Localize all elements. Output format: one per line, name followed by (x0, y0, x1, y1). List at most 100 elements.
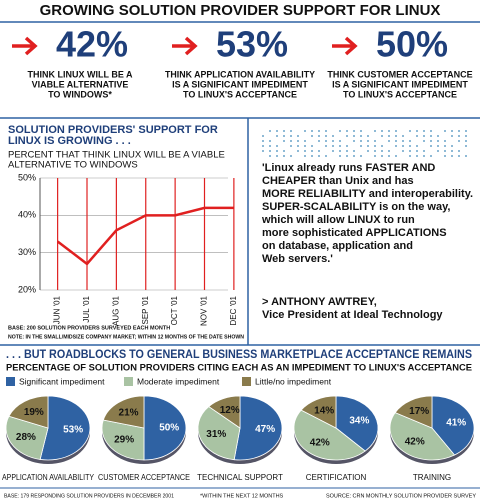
dot (269, 145, 271, 147)
dot (374, 140, 376, 142)
dot (444, 145, 446, 147)
dot (437, 150, 439, 152)
dot (276, 145, 278, 147)
slice-label: 12% (220, 405, 240, 416)
dot (402, 150, 404, 152)
slice-label: 29% (114, 434, 134, 445)
legend-label: Moderate impediment (137, 376, 220, 386)
dot (311, 130, 313, 132)
dot (423, 130, 425, 132)
dot (423, 135, 425, 137)
dot (283, 150, 285, 152)
dot (318, 150, 320, 152)
dot (276, 150, 278, 152)
dot (409, 155, 411, 157)
dot (290, 145, 292, 147)
dot (304, 130, 306, 132)
pie-slice (300, 395, 337, 429)
dot (325, 145, 327, 147)
dot (409, 150, 411, 152)
dot (458, 150, 460, 152)
dot (297, 150, 299, 152)
dot (360, 155, 362, 157)
dot (416, 155, 418, 157)
dot (395, 135, 397, 137)
dot (339, 140, 341, 142)
dot (388, 155, 390, 157)
dot (276, 155, 278, 157)
dot (381, 150, 383, 152)
pie-slice (102, 395, 145, 429)
dot (353, 150, 355, 152)
dot (381, 155, 383, 157)
pie-slice (389, 412, 456, 461)
dot (325, 135, 327, 137)
dot (290, 135, 292, 137)
arrow-icon (12, 36, 38, 56)
pie-slice (197, 406, 241, 461)
quote-line: more sophisticated APPLICATIONS (262, 227, 447, 239)
dot (353, 140, 355, 142)
dot (262, 150, 264, 152)
slice-label: 47% (255, 424, 275, 435)
dot (318, 130, 320, 132)
dot (423, 155, 425, 157)
slice-label: 28% (16, 432, 36, 443)
dot (388, 135, 390, 137)
slice-label: 53% (63, 424, 83, 435)
stat-value: 50% (376, 24, 448, 65)
dot (318, 135, 320, 137)
dot (332, 145, 334, 147)
dot (465, 130, 467, 132)
dot (332, 135, 334, 137)
quote-line: which will allow LINUX to run (261, 214, 415, 226)
slice-label: 34% (349, 415, 369, 426)
stat-caption: TO WINDOWS* (48, 89, 112, 99)
dot (332, 140, 334, 142)
dot (360, 130, 362, 132)
stat-value: 53% (216, 24, 288, 65)
dot (451, 130, 453, 132)
pie-slice (39, 395, 91, 461)
y-tick-label: 40% (18, 210, 36, 220)
dot (269, 130, 271, 132)
dot (353, 135, 355, 137)
dot (304, 145, 306, 147)
dot (451, 150, 453, 152)
slice-label: 21% (119, 407, 139, 418)
dot (325, 130, 327, 132)
dot (381, 130, 383, 132)
dot (395, 155, 397, 157)
dot (423, 150, 425, 152)
dot (430, 135, 432, 137)
dot (339, 130, 341, 132)
attribution-line: > ANTHONY AWTREY, (262, 296, 377, 308)
attribution-line: Vice President at Ideal Technology (262, 309, 443, 321)
dot (409, 140, 411, 142)
dot (304, 155, 306, 157)
dot (416, 135, 418, 137)
dot (311, 135, 313, 137)
dot (458, 135, 460, 137)
slice-label: 42% (405, 437, 425, 448)
dot (367, 140, 369, 142)
dot (332, 150, 334, 152)
dot (395, 140, 397, 142)
stat-caption: THINK LINUX WILL BE A (28, 69, 133, 79)
dot (416, 150, 418, 152)
pie-slice (335, 395, 379, 452)
dot (346, 150, 348, 152)
dot (367, 150, 369, 152)
pie-title: CUSTOMER ACCEPTANCE (98, 473, 190, 482)
dot (304, 150, 306, 152)
data-line (56, 206, 234, 266)
dot (430, 155, 432, 157)
dot (360, 140, 362, 142)
stat-caption: THINK CUSTOMER ACCEPTANCE (327, 69, 472, 79)
dot (290, 155, 292, 157)
stat-caption: VIABLE ALTERNATIVE (32, 79, 129, 89)
dot (325, 155, 327, 157)
dot (437, 140, 439, 142)
dot (297, 135, 299, 137)
y-tick-label: 30% (18, 247, 36, 257)
